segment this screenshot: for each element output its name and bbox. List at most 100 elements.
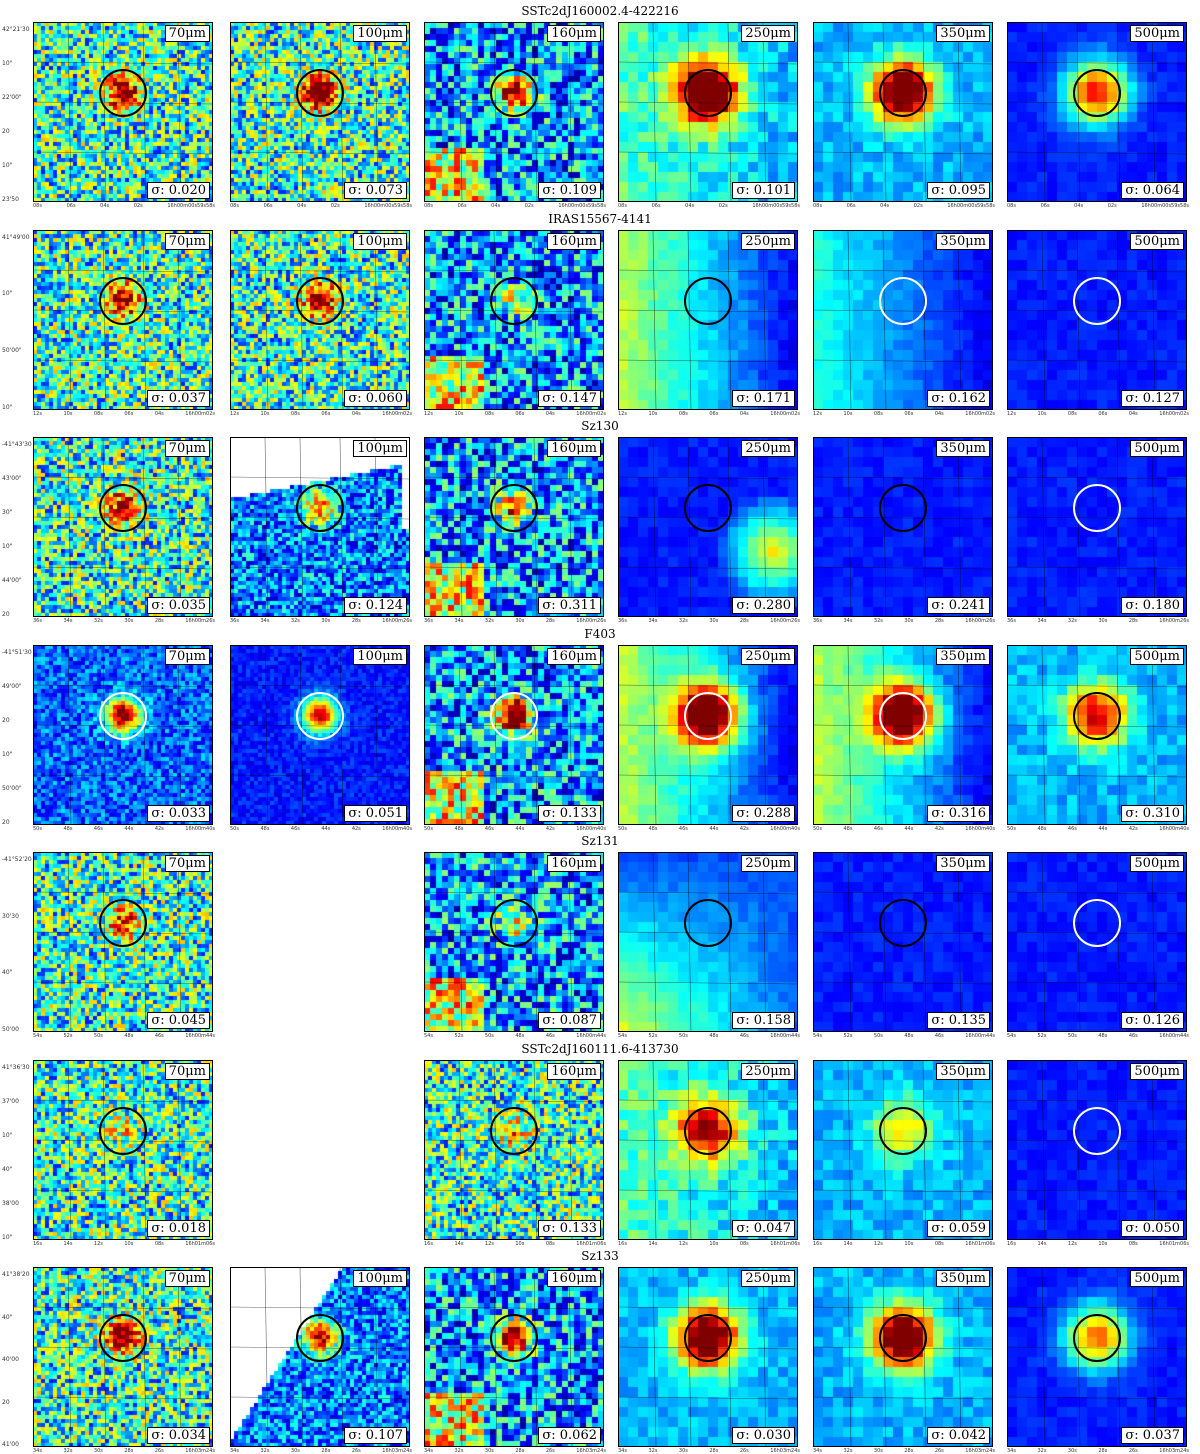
wavelength-label: 500μm bbox=[1130, 1062, 1184, 1080]
x-tick-label: 50s bbox=[93, 1033, 103, 1039]
x-tick-label: 54s bbox=[33, 1033, 42, 1039]
x-tick-label: 28s bbox=[321, 1448, 331, 1454]
sigma-label: σ: 0.047 bbox=[732, 1219, 795, 1237]
y-tick-label: 22'00" bbox=[2, 94, 22, 101]
x-tick-label: 46s bbox=[154, 1033, 164, 1039]
x-tick-label: 30s bbox=[1098, 618, 1108, 624]
coordinate-grid bbox=[33, 644, 213, 825]
x-tick-labels: 12s 10s 08s 06s 04s 16h00m02s bbox=[33, 411, 215, 417]
x-tick-label: 34s bbox=[33, 1448, 42, 1454]
aperture-circle bbox=[879, 899, 927, 947]
x-tick-labels: 12s 10s 08s 06s 04s 16h00m02s bbox=[618, 411, 800, 417]
sigma-label: σ: 0.018 bbox=[147, 1219, 210, 1237]
sigma-label: σ: 0.087 bbox=[538, 1012, 601, 1029]
x-tick-label: 34s bbox=[648, 618, 658, 624]
x-tick-label: 12s bbox=[93, 1240, 103, 1247]
map-panel: 250μm σ: 0.171 bbox=[618, 229, 798, 410]
x-tick-label: 26s bbox=[739, 1448, 749, 1454]
y-tick-label: 10" bbox=[2, 403, 13, 411]
x-tick-label: 16s bbox=[424, 1240, 433, 1247]
coordinate-grid bbox=[230, 437, 410, 617]
x-tick-label: 28s bbox=[124, 1448, 134, 1454]
wavelength-label: 250μm bbox=[741, 440, 795, 457]
x-tick-label: 44s bbox=[709, 825, 719, 832]
aperture-circle bbox=[684, 69, 732, 117]
x-tick-label: 54s bbox=[813, 1033, 822, 1039]
x-tick-label: 14s bbox=[648, 1240, 658, 1247]
sigma-label: σ: 0.045 bbox=[147, 1012, 210, 1029]
map-panel: 160μm σ: 0.087 bbox=[424, 852, 604, 1032]
x-tick-label: 12s bbox=[230, 410, 239, 417]
sigma-label: σ: 0.034 bbox=[147, 1427, 210, 1444]
aperture-circle bbox=[99, 899, 147, 947]
x-tick-labels: 50s 48s 46s 44s 42s 16h00m40s bbox=[813, 826, 995, 832]
x-tick-label: 16h00m40s bbox=[965, 825, 995, 832]
coordinate-grid bbox=[230, 22, 410, 202]
x-tick-label: 28s bbox=[1128, 618, 1138, 624]
coordinate-grid bbox=[1007, 644, 1187, 825]
x-tick-label: 52s bbox=[843, 1033, 853, 1039]
x-tick-label: 42s bbox=[545, 825, 555, 832]
wavelength-label: 160μm bbox=[547, 440, 601, 457]
map-panel: 160μm σ: 0.147 bbox=[424, 229, 604, 410]
x-tick-label: 46s bbox=[545, 1033, 555, 1039]
x-tick-label: 04s bbox=[880, 203, 890, 209]
sigma-label: σ: 0.050 bbox=[1121, 1219, 1184, 1237]
x-tick-label: 44s bbox=[904, 825, 914, 832]
map-panel: 500μm σ: 0.037 bbox=[1007, 1267, 1187, 1447]
x-tick-label: 12s bbox=[678, 1240, 688, 1247]
map-panel: 160μm σ: 0.062 bbox=[424, 1267, 604, 1447]
aperture-circle bbox=[99, 484, 147, 532]
coordinate-grid bbox=[813, 852, 993, 1032]
x-tick-labels: 34s 32s 30s 28s 26s 16h03m24s bbox=[813, 1448, 995, 1454]
aperture-circle bbox=[99, 1314, 147, 1362]
x-tick-label: 06s bbox=[709, 410, 719, 417]
sigma-label: σ: 0.037 bbox=[147, 389, 210, 407]
wavelength-label: 160μm bbox=[547, 855, 601, 872]
x-tick-label: 46s bbox=[739, 1033, 749, 1039]
x-tick-label: 44s bbox=[515, 825, 525, 832]
x-tick-label: 42s bbox=[154, 825, 164, 832]
x-tick-label: 10s bbox=[648, 410, 658, 417]
x-tick-label: 30s bbox=[709, 618, 719, 624]
x-tick-label: 16h00m02s bbox=[965, 410, 995, 417]
coordinate-grid bbox=[618, 229, 798, 410]
coordinate-grid bbox=[33, 229, 213, 410]
x-tick-label: 08s bbox=[934, 1240, 944, 1247]
x-tick-label: 48s bbox=[648, 825, 658, 832]
x-tick-labels: 34s 32s 30s 28s 26s 16h03m24s bbox=[618, 1448, 800, 1454]
x-tick-label: 16h00m02s bbox=[382, 410, 412, 417]
x-tick-labels: 36s 34s 32s 30s 28s 16h00m26s bbox=[33, 618, 215, 624]
map-panel: 350μm σ: 0.162 bbox=[813, 229, 993, 410]
coordinate-grid bbox=[813, 22, 993, 202]
x-tick-label: 12s bbox=[33, 410, 42, 417]
x-tick-label: 50s bbox=[618, 825, 627, 832]
y-tick-label: 44'00" bbox=[2, 577, 22, 584]
aperture-circle bbox=[684, 276, 732, 325]
sigma-label: σ: 0.107 bbox=[344, 1427, 407, 1444]
x-tick-labels: 12s 10s 08s 06s 04s 16h00m02s bbox=[1007, 411, 1189, 417]
x-tick-labels: 50s 48s 46s 44s 42s 16h00m40s bbox=[618, 826, 800, 832]
y-tick-label: 20 bbox=[2, 611, 10, 618]
x-tick-labels: 34s 32s 30s 28s 26s 16h03m24s bbox=[424, 1448, 606, 1454]
x-tick-labels: 34s 32s 30s 28s 26s 16h03m24s bbox=[1007, 1448, 1189, 1454]
x-tick-label: 02s bbox=[133, 203, 143, 209]
x-tick-label: 16s bbox=[813, 1240, 822, 1247]
map-panel: 350μm σ: 0.135 bbox=[813, 852, 993, 1032]
map-panel: 250μm σ: 0.158 bbox=[618, 852, 798, 1032]
x-tick-label: 16h00m44s bbox=[185, 1033, 215, 1039]
x-tick-label: 34s bbox=[813, 1448, 822, 1454]
aperture-circle bbox=[296, 69, 344, 117]
source-title: Sz130 bbox=[581, 419, 619, 433]
x-tick-labels: 54s 52s 50s 48s 46s 16h00m44s bbox=[813, 1033, 995, 1039]
aperture-circle bbox=[296, 691, 344, 740]
map-panel: 70μm σ: 0.020 bbox=[33, 22, 213, 202]
x-tick-label: 08s bbox=[545, 1240, 555, 1247]
x-tick-label: 34s bbox=[63, 618, 73, 624]
x-tick-label: 16h00m26s bbox=[965, 618, 995, 624]
coordinate-grid bbox=[230, 644, 410, 825]
y-tick-label: 40" bbox=[2, 969, 13, 977]
x-tick-labels: 16s 14s 12s 10s 08s 16h01m06s bbox=[33, 1241, 215, 1247]
source-title: F403 bbox=[584, 626, 616, 641]
x-tick-label: 48s bbox=[709, 1033, 719, 1039]
